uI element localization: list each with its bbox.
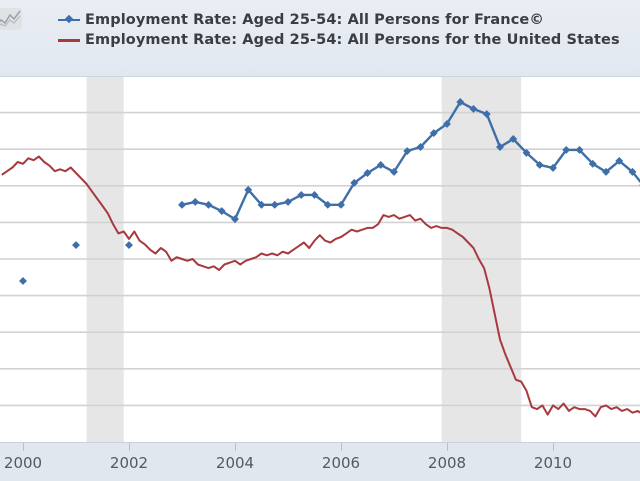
france-series-swatch-icon [58,10,80,30]
x-tick-label: 2000 [4,454,42,472]
x-tick-label: 2008 [428,454,466,472]
legend-label-france: Employment Rate: Aged 25-54: All Persons… [85,12,544,28]
x-tick [447,443,448,451]
legend: Employment Rate: Aged 25-54: All Persons… [58,10,620,50]
data-point-marker[interactable] [271,201,279,209]
legend-label-us: Employment Rate: Aged 25-54: All Persons… [85,32,620,48]
x-tick [553,443,554,451]
legend-item-france[interactable]: Employment Rate: Aged 25-54: All Persons… [58,10,620,30]
x-tick [23,443,24,451]
legend-header: Employment Rate: Aged 25-54: All Persons… [0,0,640,77]
us-series-swatch-icon [58,30,80,50]
data-point-marker[interactable] [19,277,27,285]
x-tick-label: 2004 [216,454,254,472]
legend-item-us[interactable]: Employment Rate: Aged 25-54: All Persons… [58,30,620,50]
france-series-line[interactable] [182,102,640,219]
line-chart [0,77,640,442]
x-tick [235,443,236,451]
x-tick-label: 2010 [534,454,572,472]
data-point-marker[interactable] [191,198,199,206]
x-tick-label: 2002 [110,454,148,472]
chart-thumbnail-icon[interactable] [0,6,24,32]
data-point-marker[interactable] [72,241,80,249]
x-tick-label: 2006 [322,454,360,472]
data-point-marker[interactable] [178,201,186,209]
x-tick [129,443,130,451]
data-point-marker[interactable] [125,241,133,249]
plot-area [0,77,640,442]
data-point-marker[interactable] [205,201,213,209]
x-tick [341,443,342,451]
x-axis: 2000200220042006200820102012 [0,442,640,481]
